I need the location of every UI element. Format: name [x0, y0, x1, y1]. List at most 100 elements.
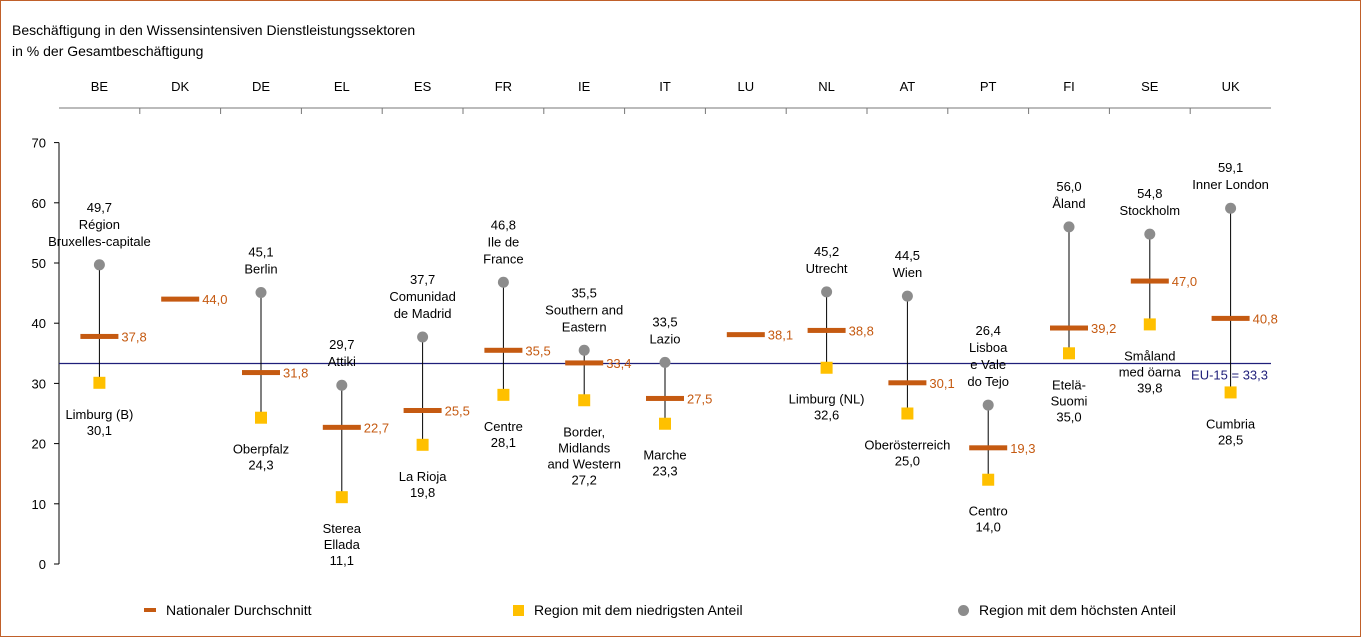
eu15-reference-label: EU-15 = 33,3 [1191, 368, 1268, 383]
national-average-label: 22,7 [364, 420, 389, 435]
lowest-region-label: 19,8 [410, 485, 435, 500]
highest-region-label: Stockholm [1119, 203, 1180, 218]
y-tick-label: 10 [32, 497, 46, 512]
lowest-region-label: Ellada [324, 537, 361, 552]
national-average-marker [1050, 325, 1088, 331]
national-average-marker [1130, 278, 1169, 284]
lowest-region-label: Oberösterreich [864, 438, 950, 453]
highest-region-label: Lisboa [969, 340, 1008, 355]
highest-region-label: Eastern [562, 319, 607, 334]
national-average-label: 40,8 [1253, 311, 1278, 326]
lowest-region-label: La Rioja [399, 469, 447, 484]
national-average-label: 37,8 [121, 329, 146, 344]
national-average-label: 27,5 [687, 391, 712, 406]
lowest-region-label: Småland [1124, 348, 1175, 363]
national-average-label: 44,0 [202, 292, 227, 307]
country-label: PT [980, 79, 997, 94]
lowest-region-label: 30,1 [87, 423, 112, 438]
highest-region-label: Wien [893, 265, 923, 280]
highest-region-label: de Madrid [394, 306, 452, 321]
highest-region-label: 56,0 [1056, 179, 1081, 194]
highest-region-marker [1225, 202, 1237, 214]
lowest-region-label: 28,1 [491, 435, 516, 450]
lowest-region-label: Border, [563, 424, 605, 439]
y-tick-label: 20 [32, 437, 46, 452]
highest-region-label: Région [79, 217, 120, 232]
lowest-region-label: med öarna [1119, 364, 1182, 379]
country-label: FI [1063, 79, 1075, 94]
lowest-region-marker [901, 407, 914, 420]
national-average-label: 38,1 [768, 328, 793, 343]
lowest-region-label: Centro [969, 504, 1008, 519]
lowest-region-label: Limburg (NL) [789, 392, 865, 407]
y-tick-label: 30 [32, 376, 46, 391]
country-label: SE [1141, 79, 1159, 94]
highest-region-marker [336, 379, 348, 391]
lowest-region-label: 14,0 [976, 520, 1001, 535]
lowest-region-marker [659, 417, 671, 430]
lowest-region-label: 35,0 [1056, 409, 1081, 424]
legend-item-national-average: Nationaler Durchschnitt [144, 602, 312, 618]
national-average-label: 35,5 [525, 343, 550, 358]
highest-region-label: Attiki [328, 354, 356, 369]
national-average-label: 47,0 [1172, 274, 1197, 289]
country-label: EL [334, 79, 350, 94]
highest-region-label: 37,7 [410, 272, 435, 287]
country-label: BE [91, 79, 109, 94]
lowest-region-label: Sterea [323, 521, 362, 536]
highest-region-label: e Vale [970, 357, 1006, 372]
lowest-region-label: Oberpfalz [233, 442, 289, 457]
lowest-region-label: Etelä- [1052, 377, 1086, 392]
national-average-marker [1211, 315, 1250, 321]
country-label: DK [171, 79, 189, 94]
lowest-region-marker [255, 411, 267, 424]
lowest-region-marker [1143, 318, 1156, 331]
highest-region-label: 59,1 [1218, 160, 1243, 175]
chart-title: Beschäftigung in den Wissensintensiven D… [12, 22, 416, 38]
lowest-region-marker [416, 438, 429, 451]
national-average-label: 38,8 [849, 323, 874, 338]
highest-region-marker [1144, 228, 1156, 240]
legend-label-national-average: Nationaler Durchschnitt [166, 602, 312, 618]
highest-region-label: Lazio [649, 331, 680, 346]
highest-region-label: 35,5 [572, 285, 597, 300]
national-average-marker [646, 395, 684, 401]
y-tick-label: 60 [32, 196, 46, 211]
highest-region-label: France [483, 251, 523, 266]
country-label: IT [659, 79, 671, 94]
highest-region-marker [982, 399, 994, 411]
lowest-region-label: 23,3 [652, 464, 677, 479]
highest-region-label: Berlin [244, 261, 277, 276]
national-average-label: 25,5 [445, 403, 470, 418]
highest-region-label: 44,5 [895, 248, 920, 263]
lowest-region-label: Cumbria [1206, 416, 1256, 431]
country-label: DE [252, 79, 270, 94]
lowest-region-label: 28,5 [1218, 432, 1243, 447]
highest-region-label: Comunidad [389, 289, 456, 304]
national-average-marker [484, 347, 523, 353]
highest-region-marker [417, 331, 429, 343]
lowest-region-label: 11,1 [330, 553, 354, 568]
highest-region-marker [821, 286, 833, 298]
highest-region-marker [578, 344, 590, 356]
highest-region-marker [901, 290, 913, 302]
highest-region-label: do Tejo [967, 374, 1009, 389]
national-average-marker [888, 380, 927, 386]
highest-region-marker [1063, 221, 1075, 233]
lowest-region-marker [93, 376, 106, 389]
highest-region-label: 29,7 [329, 337, 354, 352]
country-label: NL [818, 79, 835, 94]
national-average-marker [80, 333, 119, 339]
national-average-marker [403, 407, 442, 413]
lowest-region-label: 27,2 [572, 472, 597, 487]
highest-region-label: 33,5 [652, 314, 677, 329]
lowest-region-marker [1224, 386, 1237, 399]
highest-region-label: 54,8 [1137, 186, 1162, 201]
national-average-label: 31,8 [283, 366, 308, 381]
lowest-region-label: 32,6 [814, 408, 839, 423]
lowest-region-label: 39,8 [1137, 380, 1162, 395]
highest-region-label: Southern and [545, 302, 623, 317]
highest-region-label: Utrecht [806, 261, 848, 276]
lowest-region-label: Centre [484, 419, 523, 434]
